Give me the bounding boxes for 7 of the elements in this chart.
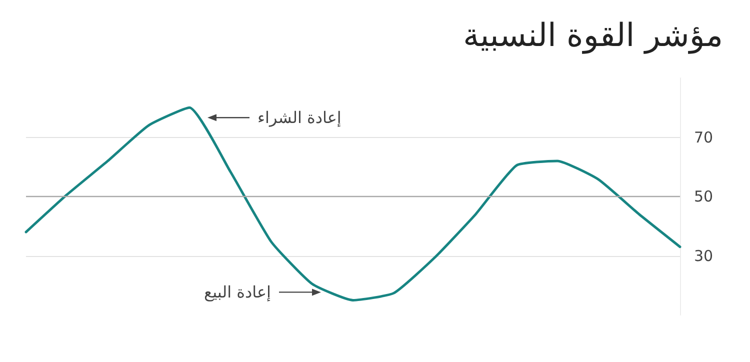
chart-title: مؤشر القوة النسبية xyxy=(463,16,723,54)
y-tick-label: 70 xyxy=(694,128,714,146)
line-series xyxy=(24,106,682,302)
annotation: إعادة البيع xyxy=(204,282,271,302)
annotation: إعادة الشراء xyxy=(258,108,342,128)
y-tick-label: 30 xyxy=(694,246,714,265)
y-tick-label: 50 xyxy=(694,188,714,206)
